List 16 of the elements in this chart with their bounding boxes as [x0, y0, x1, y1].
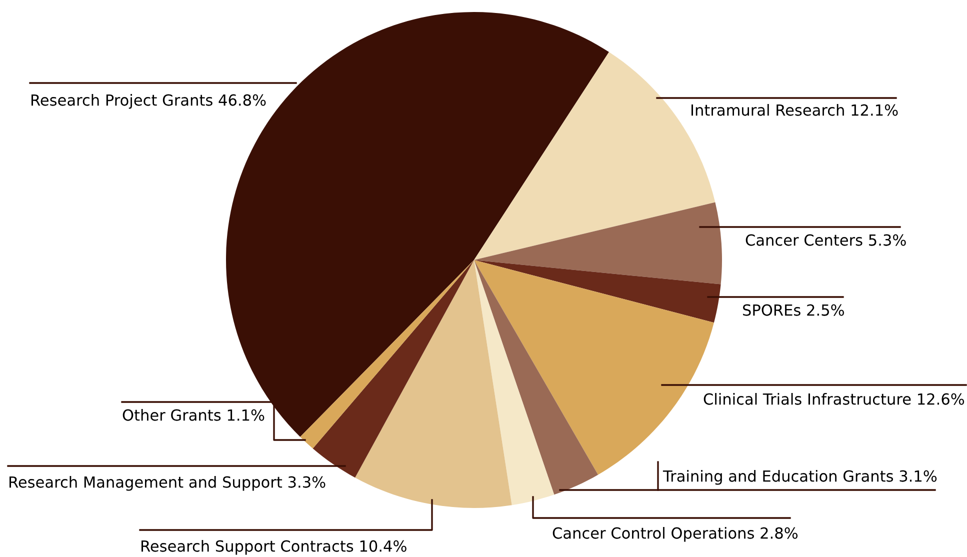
slice-label: Research Project Grants 46.8%	[32, 94, 266, 109]
slice-label: SPOREs 2.5%	[743, 304, 844, 316]
pie-slice	[474, 260, 554, 506]
slice-label: Research Management and Support 3.3%	[10, 476, 326, 491]
pie-slice	[355, 260, 512, 508]
slice-label: Cancer Control Operations 2.8%	[552, 527, 798, 542]
slice-label: Other Grants 1.1%	[122, 409, 264, 421]
slice-label: Cancer Centers 5.3%	[746, 234, 906, 246]
slice-label: Intramural Research 12.1%	[692, 104, 898, 116]
pie-slice	[474, 260, 598, 495]
slice-label: Training and Education Grants 3.1%	[662, 470, 937, 485]
slice-label: Research Support Contracts 10.4%	[142, 540, 406, 555]
pie-slice	[474, 202, 722, 284]
pie-slice	[474, 260, 721, 323]
slice-label: Clinical Trials Infrastructure 12.6%	[704, 393, 964, 405]
pie-slice	[312, 260, 474, 478]
